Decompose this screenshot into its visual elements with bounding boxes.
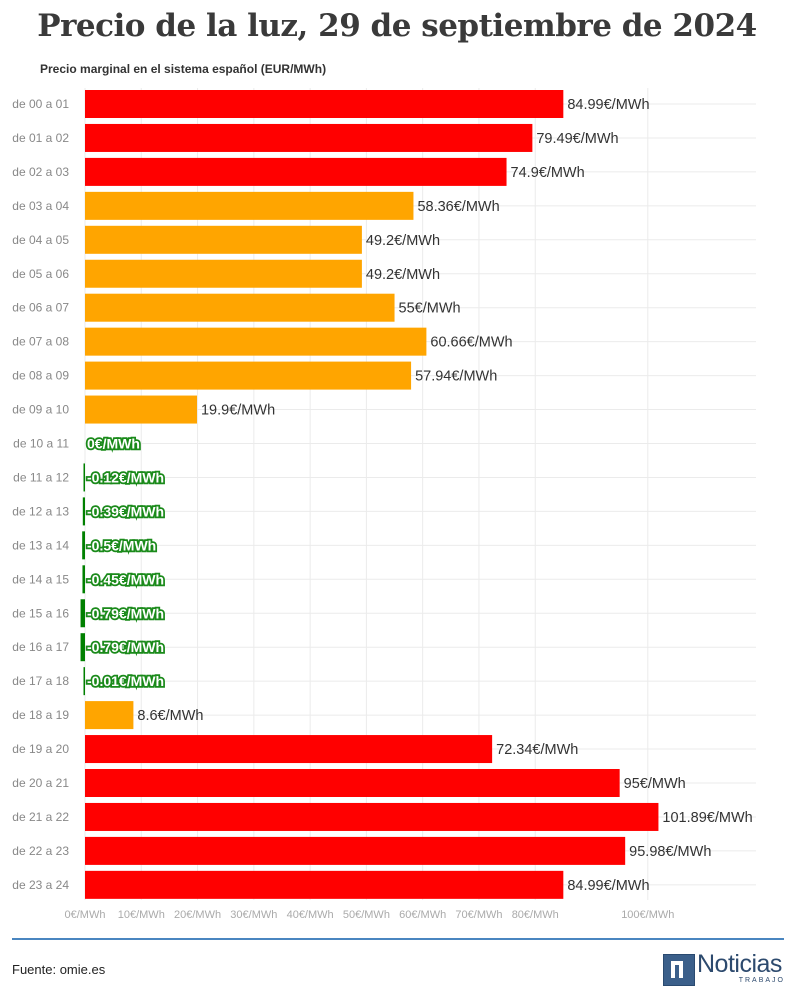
bar — [85, 327, 427, 356]
bar — [85, 361, 412, 390]
bar — [85, 870, 564, 899]
value-label: 58.36€/MWh — [417, 199, 499, 215]
value-label: 95€/MWh — [624, 776, 686, 792]
value-label: 95.98€/MWh — [629, 844, 711, 860]
bar — [85, 293, 395, 322]
category-label: de 19 a 20 — [12, 742, 69, 756]
bar — [82, 531, 85, 560]
bar — [82, 497, 85, 526]
x-tick-label: 70€/MWh — [455, 909, 502, 921]
bar — [85, 157, 507, 186]
chart-title: Precio de la luz, 29 de septiembre de 20… — [37, 8, 757, 44]
category-label: de 22 a 23 — [12, 844, 69, 858]
category-label: de 16 a 17 — [12, 640, 69, 654]
category-label: de 23 a 24 — [12, 878, 69, 892]
bar — [85, 769, 620, 797]
bar — [85, 836, 626, 865]
logo-mark-icon — [663, 954, 695, 986]
value-label: -0.01€/MWh — [87, 673, 164, 689]
x-tick-label: 100€/MWh — [621, 909, 674, 921]
category-label: de 07 a 08 — [12, 335, 69, 349]
value-label: 19.9€/MWh — [201, 403, 275, 419]
source-note: Fuente: omie.es — [12, 962, 106, 977]
category-label: de 14 a 15 — [12, 572, 69, 586]
category-label: de 12 a 13 — [12, 504, 69, 518]
value-label: 8.6€/MWh — [137, 708, 203, 724]
value-label: 57.94€/MWh — [415, 369, 497, 385]
labels: 0€/MWh 10€/MWh 20€/MWh 30€/MWh 40€/MWh 50€/MW… — [12, 97, 752, 921]
bar — [85, 259, 362, 288]
value-label: 84.99€/MWh — [567, 97, 649, 113]
x-tick-label: 80€/MWh — [512, 909, 559, 921]
bar — [85, 90, 564, 118]
category-label: de 15 a 16 — [12, 606, 69, 620]
value-label: 74.9€/MWh — [511, 165, 585, 181]
category-label: de 08 a 09 — [12, 369, 69, 383]
value-label: 79.49€/MWh — [536, 131, 618, 147]
noticias-trabajo-logo: Noticias TRABAJO — [663, 950, 785, 986]
category-label: de 10 a 11 — [13, 437, 69, 451]
category-label: de 00 a 01 — [12, 97, 69, 111]
bars — [80, 90, 659, 899]
bar — [85, 802, 659, 831]
category-label: de 04 a 05 — [12, 233, 69, 247]
value-label: 49.2€/MWh — [366, 233, 440, 249]
x-tick-label: 0€/MWh — [65, 909, 106, 921]
footer-divider — [12, 938, 784, 940]
value-label: -0.79€/MWh — [87, 605, 164, 621]
category-label: de 13 a 14 — [12, 538, 69, 552]
bar — [80, 633, 85, 662]
bar — [85, 701, 134, 730]
category-label: de 02 a 03 — [12, 165, 69, 179]
value-label: 49.2€/MWh — [366, 267, 440, 283]
bar — [85, 225, 362, 254]
value-label: 84.99€/MWh — [567, 878, 649, 894]
x-tick-label: 60€/MWh — [399, 909, 446, 921]
bar — [85, 395, 197, 424]
bar — [83, 463, 85, 492]
bar — [82, 565, 85, 594]
x-tick-label: 20€/MWh — [174, 909, 221, 921]
category-label: de 18 a 19 — [12, 708, 69, 722]
value-label: 101.89€/MWh — [662, 810, 752, 826]
value-label: 0€/MWh — [87, 436, 140, 452]
category-label: de 11 a 12 — [13, 470, 69, 484]
logo-brand: Noticias — [697, 950, 782, 978]
value-label: -0.12€/MWh — [87, 469, 164, 485]
category-label: de 21 a 22 — [12, 810, 69, 824]
bar — [85, 191, 414, 220]
x-tick-label: 50€/MWh — [343, 909, 390, 921]
value-label: -0.45€/MWh — [87, 571, 164, 587]
bar — [80, 599, 85, 628]
category-label: de 01 a 02 — [12, 131, 69, 145]
category-label: de 17 a 18 — [12, 674, 69, 688]
x-tick-label: 10€/MWh — [118, 909, 165, 921]
value-label: -0.5€/MWh — [87, 537, 156, 553]
category-label: de 03 a 04 — [12, 199, 69, 213]
bar — [85, 735, 493, 764]
chart-subtitle: Precio marginal en el sistema español (E… — [40, 62, 327, 76]
category-label: de 20 a 21 — [12, 776, 69, 790]
value-label: 72.34€/MWh — [496, 742, 578, 758]
category-label: de 05 a 06 — [12, 267, 69, 281]
value-label: -0.39€/MWh — [87, 503, 164, 519]
category-label: de 06 a 07 — [12, 301, 69, 315]
x-tick-label: 40€/MWh — [287, 909, 334, 921]
category-label: de 09 a 10 — [12, 403, 69, 417]
logo-subtext: TRABAJO — [738, 977, 785, 984]
bar-chart: 0€/MWh 10€/MWh 20€/MWh 30€/MWh 40€/MWh 50€/MW… — [12, 88, 756, 921]
x-tick-label: 30€/MWh — [230, 909, 277, 921]
value-label: 60.66€/MWh — [430, 335, 512, 351]
bar — [85, 123, 533, 152]
value-label: -0.79€/MWh — [87, 639, 164, 655]
bar — [83, 667, 85, 696]
value-label: 55€/MWh — [399, 301, 461, 317]
